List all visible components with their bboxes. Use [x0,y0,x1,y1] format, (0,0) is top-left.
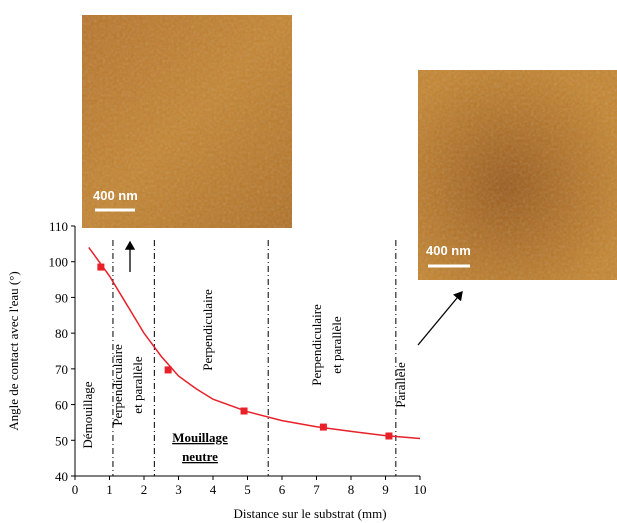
y-tick-label: 100 [49,255,69,270]
region-label: Perpendiculaire [200,289,215,371]
y-tick-label: 50 [55,433,68,448]
x-tick-label: 0 [72,482,79,497]
x-tick-label: 8 [348,482,355,497]
y-axis-label: Angle de contact avec l'eau (°) [6,271,21,431]
x-tick-label: 6 [279,482,286,497]
scale-label: 400 nm [426,243,471,258]
x-tick-label: 5 [244,482,251,497]
y-tick-label: 70 [55,362,68,377]
region-label: et parallèle [130,356,145,414]
y-tick-label: 80 [55,326,68,341]
region-label: Parallèle [393,362,408,408]
y-tick-label: 90 [55,290,68,305]
annotation: Mouillage [172,430,228,445]
scale-label: 400 nm [93,188,138,203]
region-label: Démouillage [80,381,95,448]
arrow [418,292,462,345]
afm-image: 400 nm [82,15,292,228]
data-point [165,366,172,373]
data-point [385,433,392,440]
region-label: Perpendiculaire [309,304,324,386]
y-tick-label: 110 [49,219,68,234]
y-tick-label: 60 [55,398,68,413]
x-tick-label: 7 [313,482,320,497]
figure: 400 nm 400 nm Distance sur le substrat (… [0,0,617,523]
x-tick-label: 2 [141,482,148,497]
x-tick-label: 9 [382,482,389,497]
x-tick-label: 4 [210,482,217,497]
afm-image: 400 nm [418,70,617,280]
x-tick-label: 10 [414,482,427,497]
data-point [320,424,327,431]
x-axis-label: Distance sur le substrat (mm) [233,506,386,521]
region-label: Perpendiculaire [110,344,125,426]
region-label: et parallèle [329,316,344,374]
data-point [97,264,104,271]
x-tick-label: 1 [106,482,113,497]
annotation: neutre [182,449,218,464]
y-tick-label: 40 [55,469,68,484]
x-tick-label: 3 [175,482,182,497]
data-point [241,408,248,415]
